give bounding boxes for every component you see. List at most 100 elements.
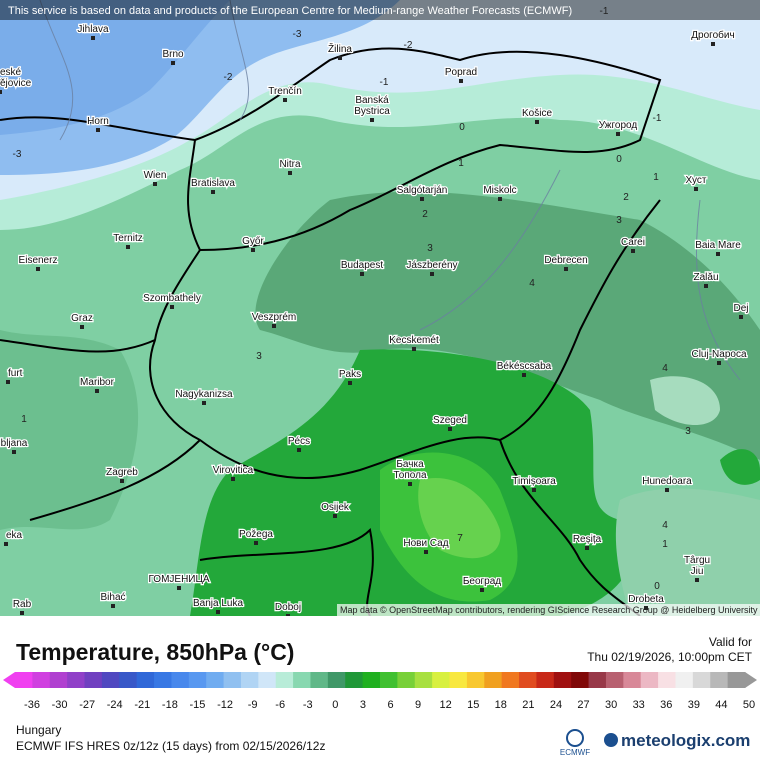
contour-label: 3 [685,426,691,437]
city-marker [694,187,698,191]
legend-tick-label: 24 [550,699,562,711]
city-marker [704,284,708,288]
notice-bg [0,0,760,20]
legend-tick-label: -21 [134,699,150,711]
legend-tick-label: -9 [248,699,258,711]
colorbar-cell [675,672,694,688]
contour-label: 0 [616,154,622,165]
colorbar-cell [571,672,590,688]
colorbar-cell [501,672,520,688]
city-label: Нови Сад [403,538,448,549]
city-marker [644,606,648,610]
colorbar-cell [432,672,451,688]
city-marker [231,477,235,481]
city-label: Baia Mare [695,240,741,251]
city-marker [36,267,40,271]
contour-label: -3 [13,149,22,160]
city-marker [80,325,84,329]
city-label: Osijek [321,502,350,513]
city-marker [120,479,124,483]
notice: This service is based on data and produc… [8,5,572,17]
city-label: Cluj-Napoca [691,349,746,360]
city-label: Paks [339,369,361,380]
city-label: Zagreb [106,467,138,478]
city-label: Brno [162,49,184,60]
colorbar-cell [605,672,624,688]
zone [418,478,501,559]
city-marker [564,267,568,271]
colorbar-cell [223,672,242,688]
logo-ecmwf: ECMWF [560,748,590,757]
contour-label: 3 [427,243,433,254]
city-marker [272,324,276,328]
city-label: Žilina [328,42,352,55]
city-marker [711,42,715,46]
zone [255,191,760,460]
colorbar-cell [588,672,607,688]
city-marker [12,450,16,454]
city-marker [216,610,220,614]
colorbar-cell [623,672,642,688]
contour-label: -3 [293,29,302,40]
colorbar-cell [258,672,277,688]
colorbar-cell [101,672,120,688]
legend-tick-label: -12 [217,699,233,711]
zone [0,330,139,530]
city-label: Szombathely [143,293,201,304]
city-label: Wien [144,170,167,181]
city-marker [631,249,635,253]
title: Temperature, 850hPa (°C) [16,639,294,665]
legend-tick-label: 21 [522,699,534,711]
zone [650,376,720,425]
colorbar-tip [3,672,15,688]
city-label: Kecskemét [389,335,439,346]
colorbar-cell [362,672,381,688]
legend-tick-label: -3 [303,699,313,711]
colorbar-cell [640,672,659,688]
city-label: Poprad [445,67,477,78]
city-label: Virovitica [213,465,254,476]
colorbar-cell [484,672,503,688]
contour-label: 1 [21,414,27,425]
contour-label: 2 [422,209,428,220]
city-marker [95,389,99,393]
city-label: ГОМЈЕНИЦА [148,574,209,585]
legend-tick-label: 6 [387,699,393,711]
contour-label: 0 [459,122,465,133]
city-marker [111,604,115,608]
legend-tick-label: -18 [162,699,178,711]
city-marker [716,252,720,256]
city-label: Nitra [279,159,301,170]
city-marker [360,272,364,276]
city-marker [430,272,434,276]
city-marker [424,550,428,554]
city-marker [498,197,502,201]
city-label: Bystrica [354,106,390,117]
contour-label: -1 [600,6,609,17]
colorbar-cell [240,672,259,688]
city-marker [171,61,175,65]
city-marker [480,588,484,592]
city-label: Bratislava [191,178,235,189]
colorbar: -36 -30 -27 -24 -21 -18 -15 -12 -9 -6 -3 0 3 6 9 12 15 18… [3,672,757,711]
city-marker [170,305,174,309]
city-marker [448,427,452,431]
colorbar-cell [119,672,138,688]
city-marker [717,361,721,365]
city-marker [348,381,352,385]
city-label: Timișoara [512,476,556,487]
city-label: Eisenerz [19,255,58,266]
colorbar-cell [310,672,329,688]
city-marker [532,488,536,492]
contour-label: 4 [529,278,535,289]
city-marker [288,171,292,175]
city-label: Požega [239,529,273,540]
city-marker [254,541,258,545]
city-marker [585,546,589,550]
city-marker [695,578,699,582]
contour-label: 1 [653,172,659,183]
legend-tick-label: -15 [190,699,206,711]
city-label: Zalău [693,272,718,283]
city-marker [338,56,342,60]
city-marker [370,118,374,122]
